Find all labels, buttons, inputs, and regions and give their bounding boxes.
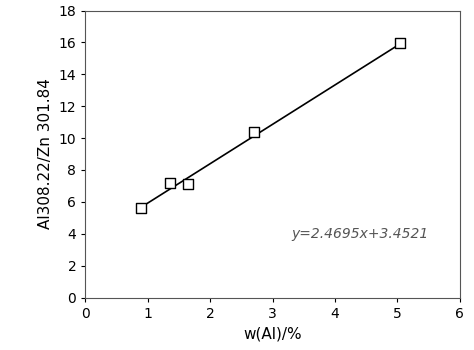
Point [166, 181, 173, 186]
Point [397, 40, 404, 46]
Text: y=2.4695x+3.4521: y=2.4695x+3.4521 [291, 228, 428, 241]
Y-axis label: Al308.22/Zn 301.84: Al308.22/Zn 301.84 [38, 78, 53, 230]
Point [137, 205, 145, 211]
Point [184, 182, 192, 187]
X-axis label: w(Al)/%: w(Al)/% [243, 326, 302, 341]
Point [250, 129, 258, 134]
